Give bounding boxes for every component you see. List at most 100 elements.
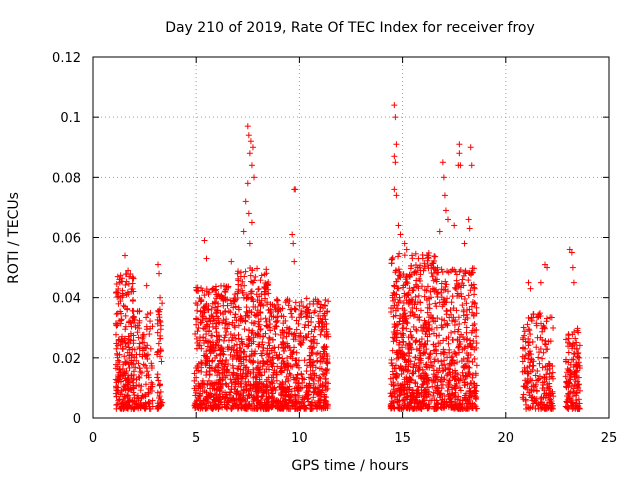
data-point [228,405,235,412]
data-point [473,333,480,340]
data-point [438,358,445,365]
data-point [145,390,152,397]
data-point [122,312,129,319]
data-point [155,402,162,409]
data-point [246,150,253,157]
data-point [198,404,205,411]
data-point [219,381,226,388]
data-point [467,144,474,151]
data-point [217,282,224,289]
data-point [114,350,121,357]
data-point [130,368,137,375]
data-point [195,324,202,331]
data-point [569,264,576,271]
data-point [122,323,129,330]
data-point [193,321,200,328]
data-point [455,343,462,350]
data-point [544,346,551,353]
data-point [217,347,224,354]
data-point [448,317,455,324]
data-point [200,334,207,341]
data-point [232,303,239,310]
data-point [229,334,236,341]
data-point [197,398,204,405]
data-point [147,405,154,412]
data-point [145,389,152,396]
data-point [126,355,133,362]
data-point [290,240,297,247]
data-point [130,275,137,282]
data-point [129,285,136,292]
data-point [145,371,152,378]
data-point [115,336,122,343]
data-point [125,394,132,401]
data-point [136,340,143,347]
data-point [215,315,222,322]
data-point [467,287,474,294]
plot-frame [92,56,610,419]
data-point [208,365,215,372]
data-point [429,273,436,280]
data-point [198,297,205,304]
data-point [436,228,443,235]
data-point [207,381,214,388]
data-point [230,365,237,372]
data-point [220,296,227,303]
data-point [289,314,296,321]
data-point [199,388,206,395]
data-point [122,360,129,367]
data-point [395,266,402,273]
data-point [242,268,249,275]
data-point [201,292,208,299]
data-point [211,403,218,410]
data-point [135,373,142,380]
data-point [121,397,128,404]
data-point [113,361,120,368]
data-point [129,307,136,314]
data-point [118,316,125,323]
data-point [263,266,270,273]
data-point [209,357,216,364]
data-point [543,318,550,325]
data-point [149,381,156,388]
data-point [220,317,227,324]
data-point [442,207,449,214]
data-point [393,141,400,148]
data-point [242,198,249,205]
data-point [115,285,122,292]
data-point [157,294,164,301]
data-point [130,375,137,382]
data-point [126,318,133,325]
data-point [154,371,161,378]
data-point [232,311,239,318]
data-point [144,311,151,318]
data-point [407,328,414,335]
data-point [116,351,123,358]
data-point [451,222,458,229]
data-point [222,332,229,339]
data-point [209,286,216,293]
data-point [218,293,225,300]
data-point [473,362,480,369]
data-point [209,344,216,351]
data-point [537,279,544,286]
data-point [129,296,136,303]
data-point [132,364,139,371]
data-point [143,282,150,289]
data-point [191,370,198,377]
data-point [157,322,164,329]
data-point [191,385,198,392]
data-point [137,399,144,406]
data-point [133,383,140,390]
data-point [112,331,119,338]
data-point [138,369,145,376]
data-point [225,321,232,328]
data-point [261,271,268,278]
data-point [199,312,206,319]
data-point [535,376,542,383]
data-point [228,337,235,344]
data-point [197,319,204,326]
data-point [396,250,403,257]
data-point [117,391,124,398]
data-point [211,390,218,397]
